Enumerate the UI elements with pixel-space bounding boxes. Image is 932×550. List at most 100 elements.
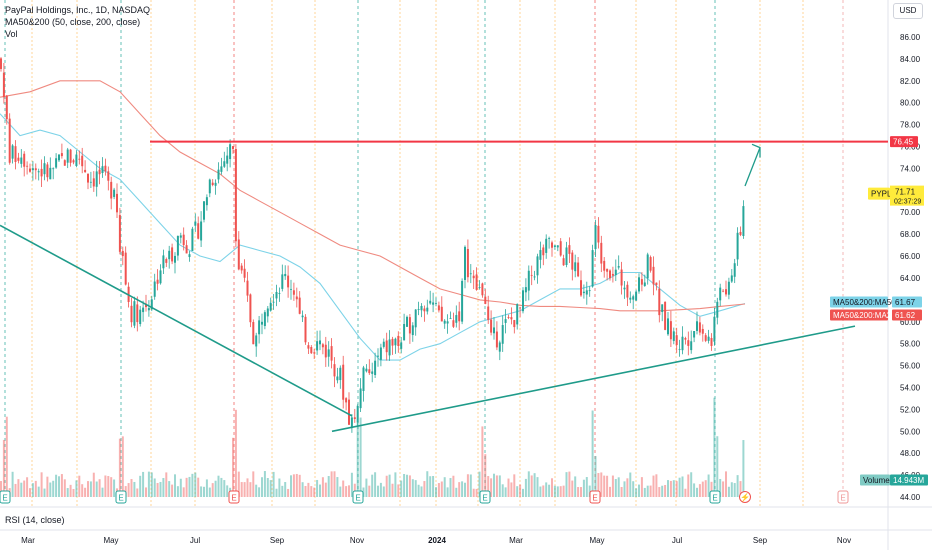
candle-body: [551, 242, 553, 248]
candle-body: [652, 266, 655, 285]
volume-bar: [29, 488, 31, 497]
volume-bar: [203, 486, 205, 497]
currency-button[interactable]: USD: [893, 3, 923, 19]
ma-indicator-label[interactable]: MA50&200 (50, close, 200, close): [5, 17, 141, 27]
candle-body: [519, 307, 522, 309]
volume-bar: [147, 471, 150, 497]
events[interactable]: E E E E E E E ⚡ E: [0, 490, 849, 504]
volume-bar: [121, 436, 124, 497]
candle-body: [211, 182, 214, 186]
candle-body: [98, 169, 101, 175]
candle-body: [162, 255, 165, 269]
volume-bar: [327, 476, 330, 497]
symbol-tag-bg: [868, 187, 890, 200]
candle-body: [408, 317, 411, 334]
y-tick-label: 68.00: [900, 230, 921, 239]
volume-bar: [504, 487, 507, 497]
volume-bar: [40, 472, 43, 497]
candle-body: [414, 309, 417, 328]
earnings-event-icon[interactable]: E: [479, 490, 491, 504]
candle-body: [577, 262, 580, 277]
rsi-indicator-label[interactable]: RSI (14, close): [5, 515, 65, 525]
volume-bar: [516, 486, 519, 497]
volume-bar: [522, 488, 524, 497]
candle-body: [548, 238, 551, 239]
earnings-event-icon[interactable]: E: [115, 490, 127, 504]
candle-body: [179, 235, 182, 238]
candle-body: [423, 308, 426, 312]
candle-body: [582, 291, 585, 294]
volume-bar: [437, 483, 440, 497]
projection-arrow[interactable]: [744, 147, 761, 187]
candle-body: [217, 169, 220, 180]
volume-bar: [176, 486, 179, 497]
candle-body: [426, 307, 429, 312]
earnings-event-icon[interactable]: E: [837, 490, 849, 504]
earnings-event-icon[interactable]: E: [589, 490, 601, 504]
candle-body: [310, 346, 313, 354]
volume-bar: [638, 484, 640, 497]
volume-bar: [524, 478, 527, 497]
price-axis[interactable]: 44.0046.0048.0050.0052.0054.0056.0058.00…: [900, 33, 921, 502]
symbol-title[interactable]: PayPal Holdings, Inc., 1D, NASDAQ: [5, 5, 151, 15]
volume-bar: [614, 479, 617, 497]
candle-body: [156, 279, 159, 284]
candle-body: [594, 225, 597, 250]
x-tick-label: May: [589, 536, 604, 545]
candle-body: [626, 284, 629, 298]
volume-bar: [182, 487, 185, 497]
candle-body: [182, 234, 185, 246]
candle-body: [493, 327, 495, 334]
candle-body: [667, 318, 669, 335]
volume-bar: [458, 482, 461, 497]
time-axis[interactable]: Mar May Jul Sep Nov 2024 Mar May Jul Sep Nov: [21, 536, 851, 545]
candle-body: [669, 321, 672, 340]
candle-body: [275, 291, 278, 299]
candle-body: [229, 144, 232, 160]
earnings-event-icon[interactable]: E: [709, 490, 721, 504]
candle-body: [495, 331, 498, 348]
volume-bar: [545, 482, 548, 497]
earnings-event-icon[interactable]: ⚡: [739, 491, 751, 503]
volume-bar: [159, 481, 162, 497]
earnings-event-icon[interactable]: E: [352, 490, 364, 504]
volume-bar: [298, 474, 301, 497]
volume-bar: [623, 481, 626, 497]
volume-indicator-label[interactable]: Vol: [5, 29, 18, 39]
volume-bar: [211, 483, 214, 497]
volume-bar: [194, 472, 197, 497]
volume-bar: [527, 471, 530, 497]
volume-bar: [643, 487, 646, 497]
candle-body: [89, 181, 92, 183]
candle-body: [5, 95, 8, 120]
volume-bar: [551, 478, 553, 497]
volume-bar: [556, 486, 559, 497]
candle-body: [220, 166, 223, 172]
volume-bar: [359, 417, 362, 497]
candle-body: [324, 344, 327, 358]
drawings[interactable]: [0, 140, 888, 433]
candle-body: [571, 252, 574, 270]
candle-body: [8, 118, 11, 163]
candle-body: [620, 269, 623, 286]
volume-bar: [78, 475, 81, 497]
earnings-event-icon[interactable]: E: [228, 490, 240, 504]
volume-bar: [580, 487, 582, 497]
ascending-trendline[interactable]: [331, 325, 856, 433]
volume-bar: [368, 485, 371, 497]
volume-bar: [472, 488, 475, 497]
volume-bar: [649, 485, 652, 497]
volume-bar: [237, 471, 240, 497]
earnings-event-icon[interactable]: E: [0, 490, 11, 504]
candle-body: [507, 317, 510, 318]
volume-bar: [171, 484, 174, 497]
last-price-tag: 71.71 02:37:29: [890, 185, 924, 206]
candle-body: [556, 245, 559, 248]
y-tick-label: 52.00: [900, 405, 921, 414]
descending-trendline[interactable]: [0, 224, 353, 417]
candle-body: [136, 304, 139, 323]
volume-bar: [118, 438, 121, 497]
volume-bar: [281, 485, 284, 497]
candle-body: [52, 168, 55, 170]
